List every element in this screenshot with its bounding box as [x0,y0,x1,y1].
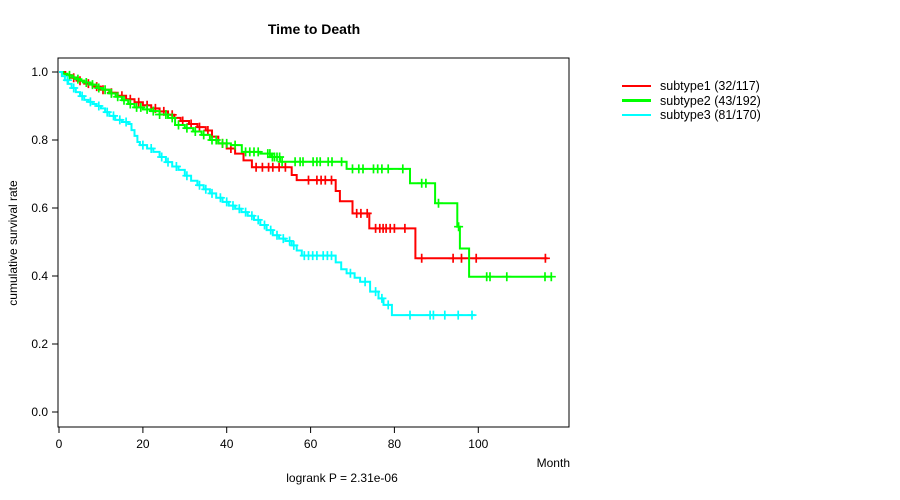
x-axis-tick-label: 100 [468,437,488,451]
legend: subtype1 (32/117) subtype2 (43/192) subtyp… [622,79,761,122]
legend-item-subtype3: subtype3 (81/170) [622,108,761,122]
survival-curve-subtype3 [59,71,475,317]
y-axis-tick-label: 0.8 [31,133,48,147]
censor-marks-subtype2 [65,70,556,282]
legend-item-subtype1: subtype1 (32/117) [622,79,761,93]
y-axis-tick-label: 0.6 [31,201,48,215]
x-axis-tick-label: 80 [388,437,402,451]
legend-label: subtype2 (43/192) [660,93,761,108]
x-axis-title: Month [536,456,570,470]
y-axis-tick-label: 0.0 [31,405,48,419]
logrank-pvalue: logrank P = 2.31e-06 [286,471,398,485]
legend-line-icon [622,99,651,102]
legend-item-subtype2: subtype2 (43/192) [622,93,761,108]
y-axis-tick-label: 1.0 [31,65,48,79]
x-axis-tick-label: 60 [304,437,318,451]
legend-label: subtype3 (81/170) [660,107,761,122]
legend-line-icon [622,113,651,117]
y-axis-tick-label: 0.4 [31,269,48,283]
x-axis-tick-label: 0 [56,437,63,451]
x-axis-tick-label: 20 [136,437,150,451]
legend-line-icon [622,84,651,88]
legend-label: subtype1 (32/117) [660,79,760,94]
chart-title: Time to Death [267,21,361,37]
plot-frame [57,57,570,428]
y-axis-tick-label: 0.2 [31,337,48,351]
y-axis-title: cumulative survival rate [6,180,20,306]
x-axis-tick-label: 40 [220,437,234,451]
censor-marks-subtype1 [69,73,550,263]
censor-marks-subtype3 [62,75,477,320]
survival-curve-subtype2 [59,71,553,278]
